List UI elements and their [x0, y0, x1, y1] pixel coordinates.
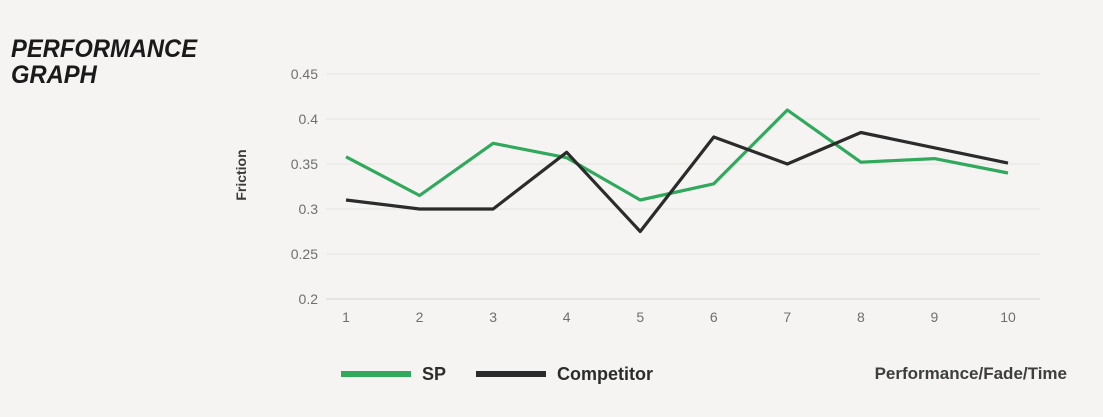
- legend-label-competitor: Competitor: [557, 363, 654, 384]
- page-title-line2: GRAPH: [11, 61, 97, 89]
- series-line-competitor: [345, 130, 1009, 234]
- series-line-sp: [345, 108, 1009, 202]
- x-tick-label: 6: [709, 309, 718, 325]
- chart-legend: SP Competitor: [341, 362, 683, 386]
- y-tick-label: 0.3: [298, 201, 318, 217]
- y-tick-label: 0.25: [290, 246, 318, 262]
- x-tick-label: 4: [562, 309, 571, 325]
- legend-swatch-competitor: [476, 371, 547, 377]
- x-tick-label: 7: [783, 309, 792, 325]
- x-tick-label: 2: [415, 309, 424, 325]
- x-axis-caption: Performance/Fade/Time: [874, 364, 1067, 383]
- y-tick-label: 0.45: [290, 66, 318, 82]
- x-tick-label: 1: [342, 309, 350, 325]
- page-title-line1: PERFORMANCE: [11, 35, 198, 63]
- x-tick-label: 9: [930, 309, 939, 325]
- legend-label-sp: SP: [422, 363, 447, 384]
- x-tick-label: 3: [489, 309, 497, 325]
- y-tick-label: 0.4: [298, 111, 318, 127]
- x-tick-label: 10: [1000, 309, 1016, 325]
- x-tick-label: 8: [856, 309, 865, 325]
- y-tick-label: 0.2: [298, 291, 318, 307]
- x-tick-label: 5: [636, 309, 645, 325]
- page-title: PERFORMANCE GRAPH: [11, 36, 197, 88]
- legend-swatch-sp: [341, 371, 411, 377]
- y-tick-label: 0.35: [290, 156, 318, 172]
